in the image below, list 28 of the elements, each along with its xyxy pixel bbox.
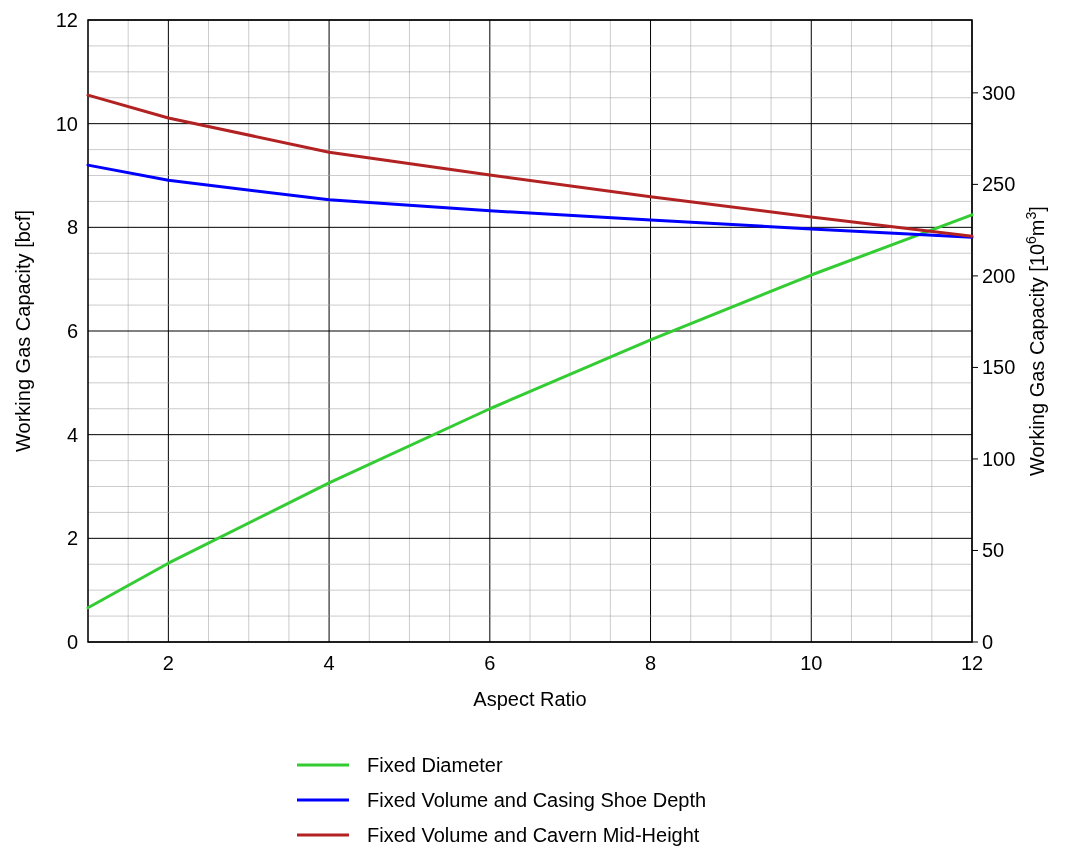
x-tick-label: 6 (484, 652, 496, 674)
y-tick-label: 2 (66, 527, 78, 550)
y-tick-label: 6 (66, 320, 78, 342)
x-tick-label: 12 (960, 652, 984, 674)
line-series (86, 213, 974, 610)
line-series (86, 93, 974, 238)
legend-label: Fixed Volume and Cavern Mid-Height (367, 824, 700, 846)
x-tick-label: 8 (644, 652, 657, 674)
x-axis-title: Aspect Ratio (473, 688, 587, 710)
y2-tick-label: 50 (982, 539, 1005, 562)
legend-label: Fixed Diameter (367, 754, 503, 776)
y-tick-label: 4 (66, 423, 78, 446)
y2-tick-label: 150 (982, 356, 1016, 379)
y2-tick-label: 100 (982, 447, 1016, 470)
line-series (86, 163, 974, 239)
y-tick-label: 8 (66, 216, 78, 239)
y2-tick-label: 0 (982, 631, 994, 653)
y-tick-label: 0 (66, 631, 78, 653)
x-tick-label: 4 (323, 652, 335, 674)
y2-tick-label: 250 (982, 173, 1016, 196)
y-tick-label: 10 (55, 112, 78, 135)
legend-label: Fixed Volume and Casing Shoe Depth (367, 789, 707, 811)
x-tick-label: 10 (800, 652, 823, 674)
x-tick-label: 2 (162, 652, 174, 674)
y2-tick-label: 200 (982, 264, 1016, 287)
y-axis-title: Working Gas Capacity [bcf] (12, 210, 34, 452)
y-tick-label: 12 (55, 9, 78, 31)
y2-tick-label: 300 (982, 81, 1016, 104)
